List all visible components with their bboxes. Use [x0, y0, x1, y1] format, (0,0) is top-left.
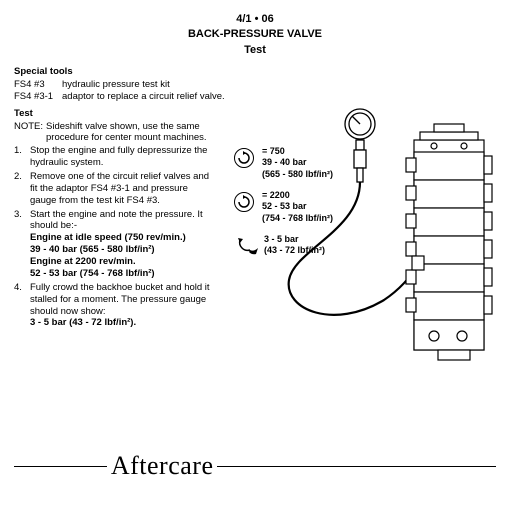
diagram-label-a: = 750 39 - 40 bar (565 - 580 lbf/in²) — [262, 146, 333, 180]
test-diagram: = 750 39 - 40 bar (565 - 580 lbf/in²) = … — [234, 100, 494, 400]
crowd-icon — [236, 236, 260, 259]
tool-row: FS4 #3 hydraulic pressure test kit — [14, 79, 496, 90]
page-header: 4/1 • 06 BACK-PRESSURE VALVE Test — [14, 12, 496, 58]
tool-id: FS4 #3-1 — [14, 91, 62, 102]
step-body: Remove one of the circuit relief valves … — [30, 171, 214, 207]
note-label: NOTE: — [14, 121, 46, 143]
step-body: Stop the engine and fully depressurize t… — [30, 145, 214, 169]
diagram-label-b: = 2200 52 - 53 bar (754 - 768 lbf/in²) — [262, 190, 333, 224]
special-tools-heading: Special tools — [14, 66, 496, 77]
step-item: 3. Start the engine and note the pressur… — [14, 209, 214, 280]
note-row: NOTE: Sideshift valve shown, use the sam… — [14, 121, 214, 143]
step-number: 2. — [14, 171, 30, 207]
header-code: 4/1 • 06 — [14, 12, 496, 27]
aftercare-footer: Aftercare — [14, 451, 496, 481]
step-item: 1. Stop the engine and fully depressuriz… — [14, 145, 214, 169]
diagram-label-c: 3 - 5 bar (43 - 72 lbf/in²) — [264, 234, 325, 257]
tool-desc: hydraulic pressure test kit — [62, 79, 496, 90]
divider-line — [217, 466, 496, 467]
step-number: 3. — [14, 209, 30, 280]
step-body: Start the engine and note the pressure. … — [30, 209, 214, 280]
step-number: 1. — [14, 145, 30, 169]
step-item: 2. Remove one of the circuit relief valv… — [14, 171, 214, 207]
steps-list: 1. Stop the engine and fully depressuriz… — [14, 145, 214, 329]
header-subtitle: Test — [14, 43, 496, 58]
divider-line — [14, 466, 107, 467]
rpm-icon — [234, 148, 254, 168]
header-title: BACK-PRESSURE VALVE — [14, 27, 496, 42]
step-body: Fully crowd the backhoe bucket and hold … — [30, 282, 214, 330]
aftercare-label: Aftercare — [107, 451, 218, 481]
rpm-icon — [234, 192, 254, 212]
step-item: 4. Fully crowd the backhoe bucket and ho… — [14, 282, 214, 330]
step-number: 4. — [14, 282, 30, 330]
tool-id: FS4 #3 — [14, 79, 62, 90]
note-body: Sideshift valve shown, use the same proc… — [46, 121, 214, 143]
